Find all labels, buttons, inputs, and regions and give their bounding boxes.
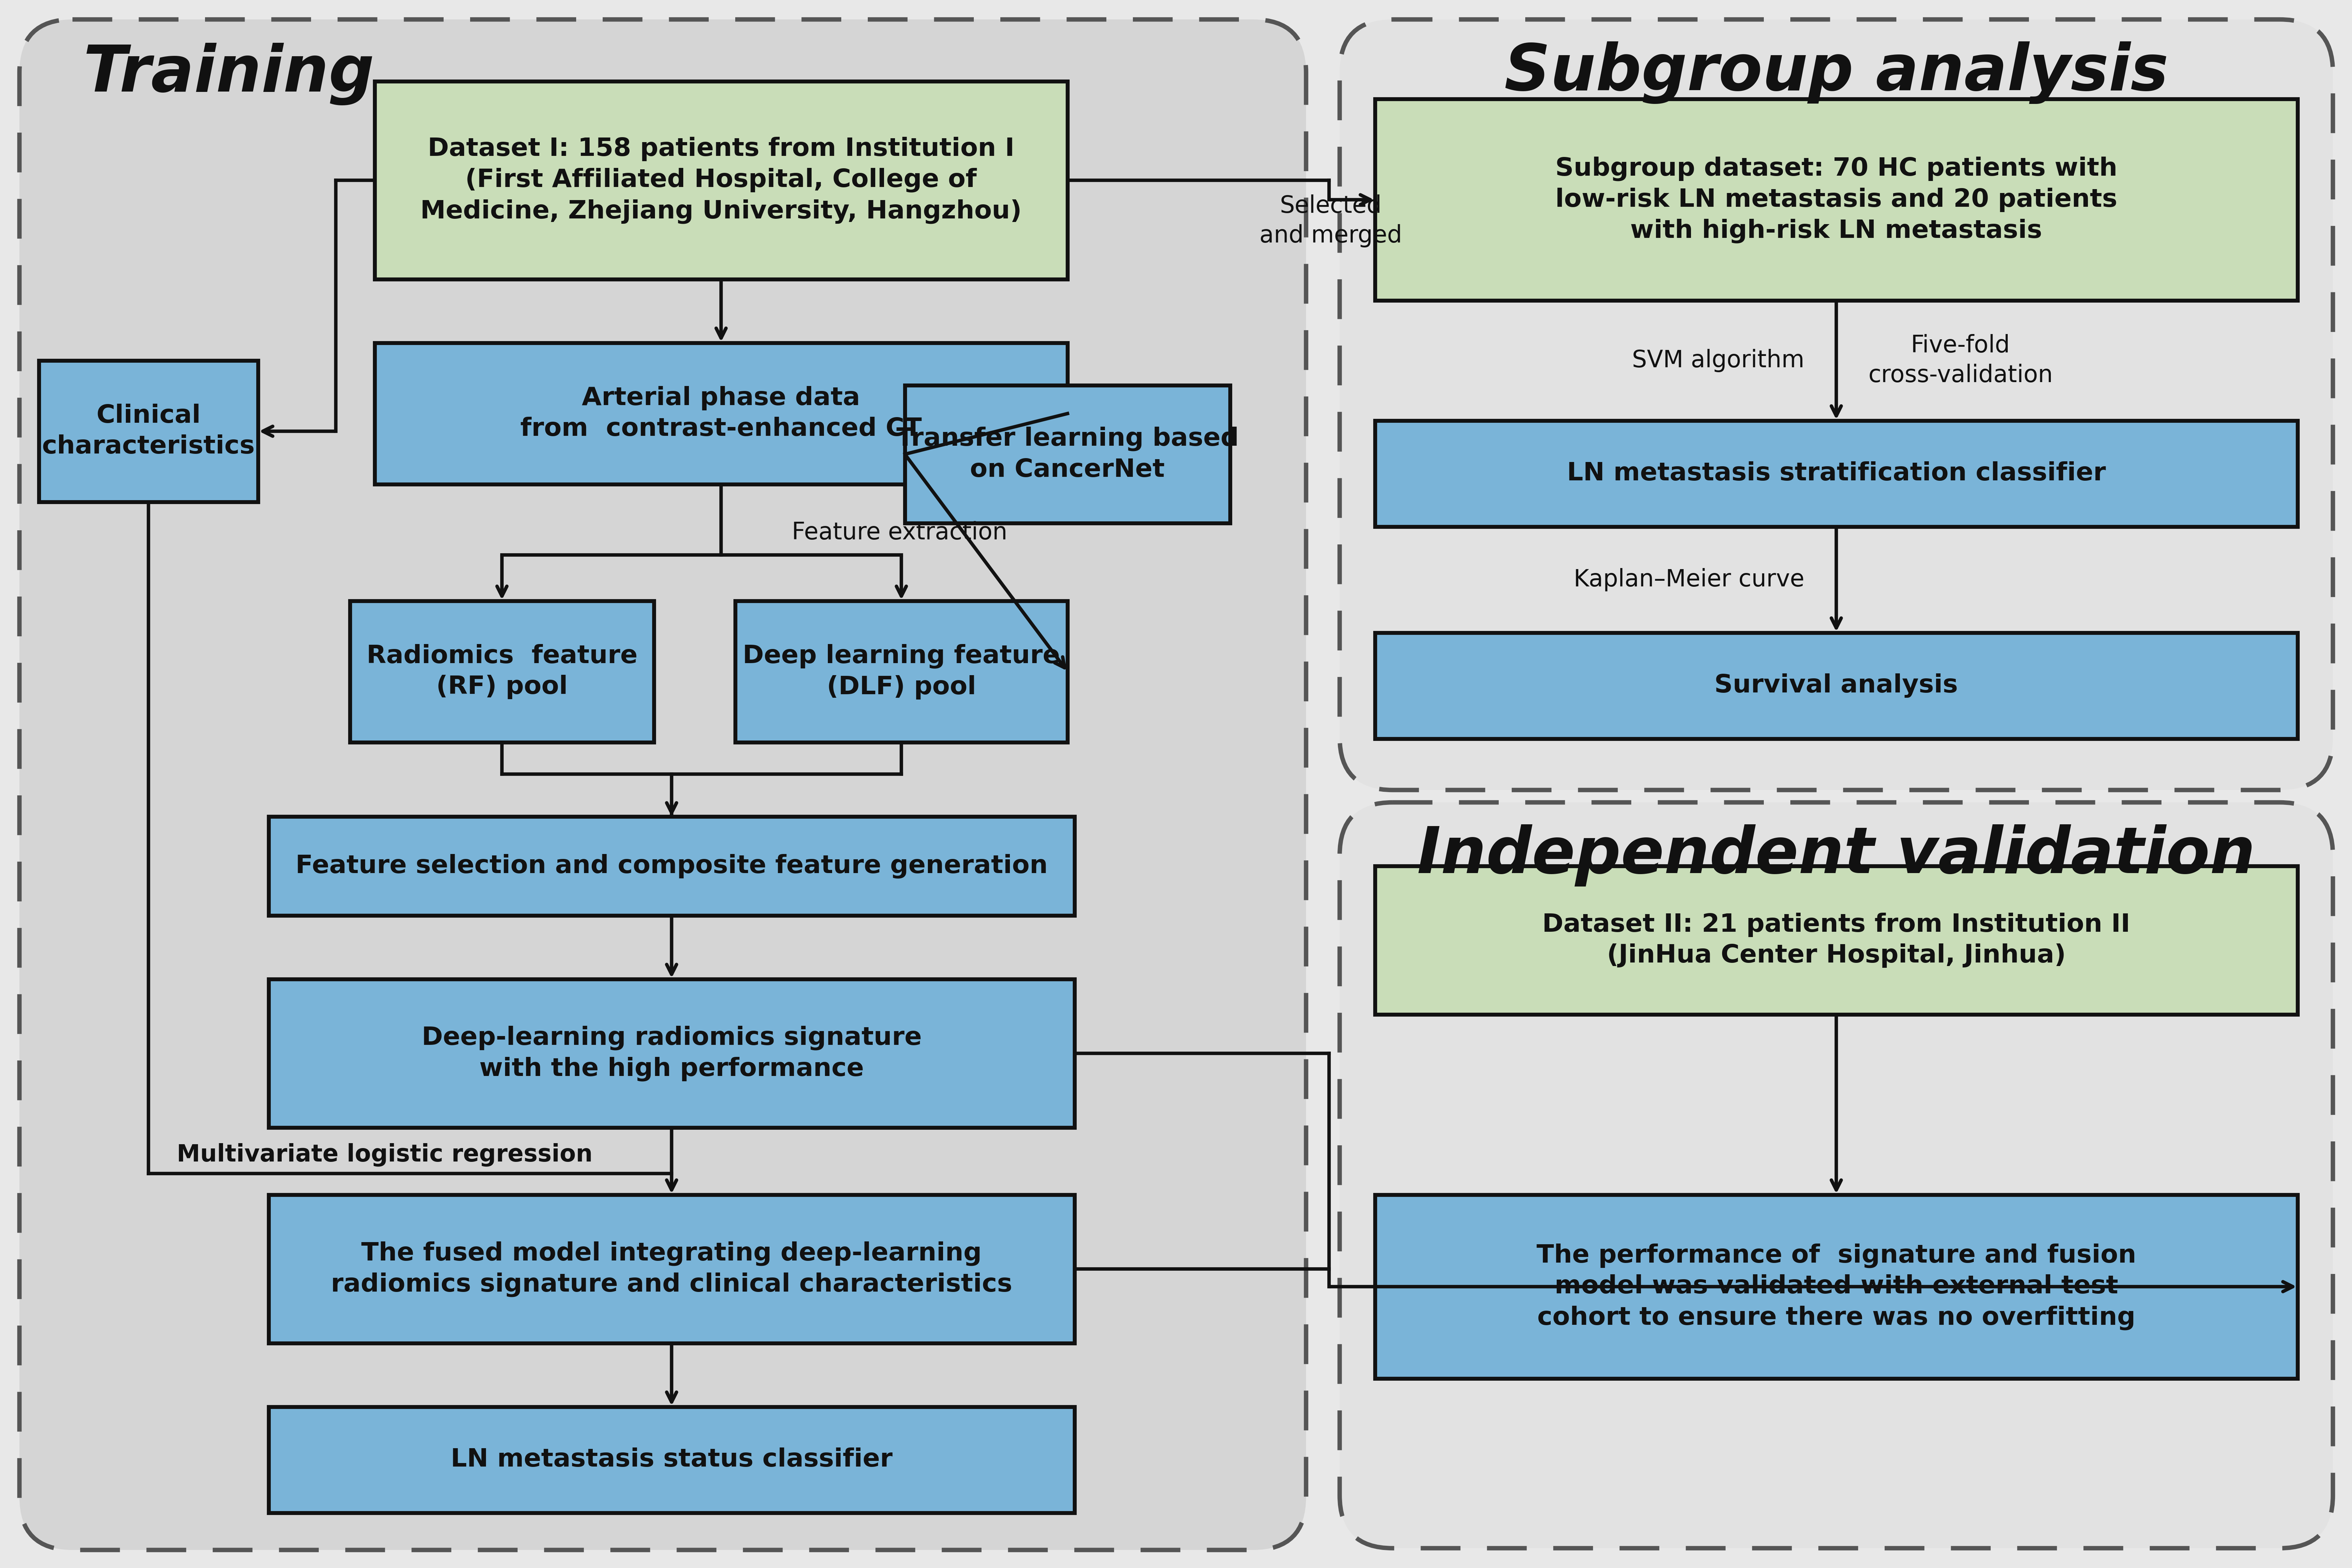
FancyBboxPatch shape (350, 601, 654, 742)
Text: Clinical
characteristics: Clinical characteristics (42, 403, 254, 459)
FancyBboxPatch shape (736, 601, 1068, 742)
FancyBboxPatch shape (1341, 803, 2333, 1548)
Text: LN metastasis status classifier: LN metastasis status classifier (452, 1447, 891, 1472)
FancyBboxPatch shape (374, 82, 1068, 279)
Text: SVM algorithm: SVM algorithm (1632, 348, 1804, 372)
Text: Dataset II: 21 patients from Institution II
(JinHua Center Hospital, Jinhua): Dataset II: 21 patients from Institution… (1543, 913, 2131, 967)
FancyBboxPatch shape (374, 343, 1068, 485)
FancyBboxPatch shape (1376, 99, 2298, 301)
Text: The performance of  signature and fusion
model was validated with external test
: The performance of signature and fusion … (1536, 1243, 2136, 1330)
FancyBboxPatch shape (40, 361, 259, 502)
Text: Subgroup analysis: Subgroup analysis (1505, 41, 2169, 103)
Text: Five-fold
cross-validation: Five-fold cross-validation (1867, 334, 2053, 387)
FancyBboxPatch shape (19, 19, 1305, 1551)
Text: Independent validation: Independent validation (1418, 825, 2256, 886)
FancyBboxPatch shape (1376, 633, 2298, 739)
FancyBboxPatch shape (906, 386, 1230, 524)
Text: Arterial phase data
from  contrast-enhanced CT: Arterial phase data from contrast-enhanc… (520, 386, 922, 441)
Text: LN metastasis stratification classifier: LN metastasis stratification classifier (1566, 461, 2105, 486)
Text: Feature selection and composite feature generation: Feature selection and composite feature … (296, 853, 1047, 878)
Text: Radiomics  feature
(RF) pool: Radiomics feature (RF) pool (367, 644, 637, 699)
FancyBboxPatch shape (1376, 1195, 2298, 1378)
Text: Deep learning feature
(DLF) pool: Deep learning feature (DLF) pool (743, 644, 1061, 699)
Text: Kaplan–Meier curve: Kaplan–Meier curve (1573, 568, 1804, 591)
FancyBboxPatch shape (1341, 19, 2333, 790)
Text: Deep-learning radiomics signature
with the high performance: Deep-learning radiomics signature with t… (421, 1025, 922, 1082)
FancyBboxPatch shape (268, 1406, 1075, 1513)
Text: Transfer learning based
on CancerNet: Transfer learning based on CancerNet (896, 426, 1240, 481)
Text: Selected
and merged: Selected and merged (1258, 194, 1402, 248)
Text: Survival analysis: Survival analysis (1715, 674, 1959, 698)
FancyBboxPatch shape (1376, 420, 2298, 527)
FancyBboxPatch shape (268, 1195, 1075, 1344)
Text: Dataset I: 158 patients from Institution I
(First Affiliated Hospital, College o: Dataset I: 158 patients from Institution… (421, 136, 1021, 224)
FancyBboxPatch shape (268, 817, 1075, 916)
Text: Feature extraction: Feature extraction (793, 521, 1007, 544)
Text: The fused model integrating deep-learning
radiomics signature and clinical chara: The fused model integrating deep-learnin… (332, 1240, 1011, 1297)
FancyBboxPatch shape (268, 978, 1075, 1127)
Text: Subgroup dataset: 70 HC patients with
low-risk LN metastasis and 20 patients
wit: Subgroup dataset: 70 HC patients with lo… (1555, 157, 2117, 243)
Text: Training: Training (82, 42, 374, 105)
FancyBboxPatch shape (1376, 866, 2298, 1014)
Text: Multivariate logistic regression: Multivariate logistic regression (176, 1143, 593, 1167)
